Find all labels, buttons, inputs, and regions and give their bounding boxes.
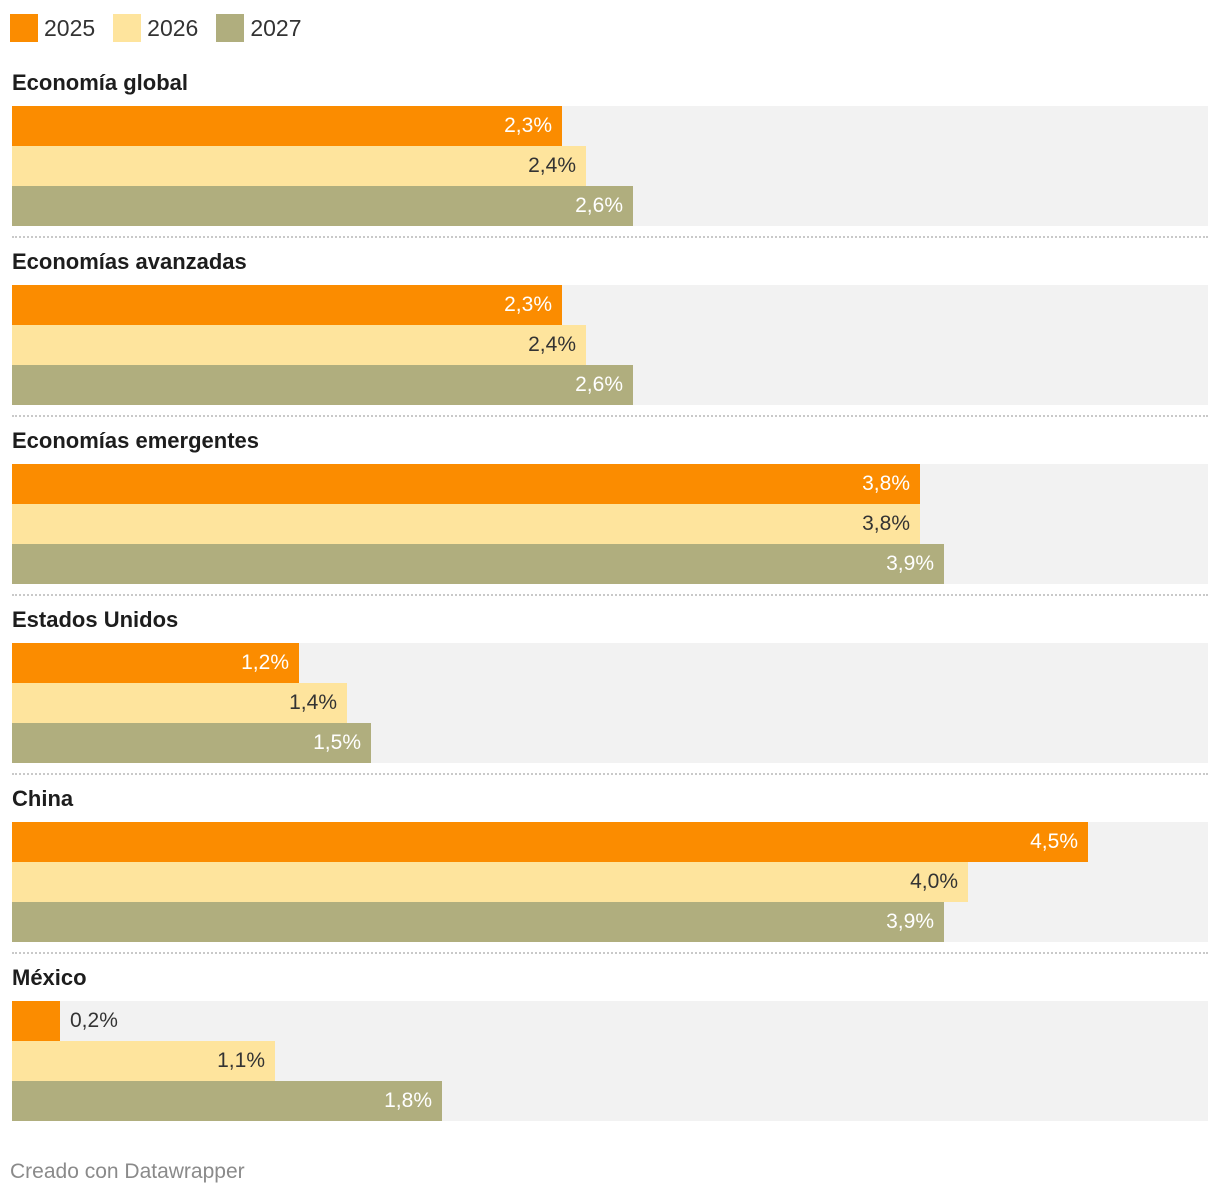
bar-2025 [12, 285, 562, 325]
bar-value-label: 1,2% [241, 651, 289, 674]
bar-2027 [12, 365, 633, 405]
bar-track: 2,3% [12, 106, 1208, 146]
legend-label-2026: 2026 [147, 14, 199, 41]
group-title: Economías avanzadas [12, 249, 247, 274]
bar-track: 1,4% [12, 683, 1208, 723]
bar-value-label: 2,3% [504, 293, 552, 316]
legend-label-2027: 2027 [250, 14, 302, 41]
bar-track: 1,1% [12, 1041, 1208, 1081]
bar-value-label: 2,6% [575, 373, 623, 396]
legend-item-2027: 2027 [216, 14, 302, 42]
bar-track: 3,8% [12, 464, 1208, 504]
bar-2025 [12, 643, 299, 683]
bar-value-label: 3,9% [886, 910, 934, 933]
bar-track: 2,4% [12, 325, 1208, 365]
bar-2025 [12, 1001, 60, 1041]
bar-value-label: 1,1% [217, 1049, 265, 1072]
bar-track: 4,0% [12, 862, 1208, 902]
bar-track: 4,5% [12, 822, 1208, 862]
bar-2026 [12, 146, 586, 186]
legend-label-2025: 2025 [44, 14, 96, 41]
group-title: Economía global [12, 70, 189, 95]
bar-2026 [12, 1041, 275, 1081]
group-title: Estados Unidos [12, 607, 179, 632]
group-title: México [12, 965, 87, 990]
legend-item-2025: 2025 [10, 14, 95, 42]
bar-value-label: 4,5% [1030, 830, 1078, 853]
bar-2026 [12, 683, 347, 723]
bar-2027 [12, 1081, 442, 1121]
bar-value-label: 3,8% [862, 512, 910, 535]
bar-value-label: 2,4% [528, 154, 576, 177]
legend-swatch-2026 [113, 14, 142, 42]
bar-value-label: 2,6% [575, 194, 623, 217]
bar-track: 2,3% [12, 285, 1208, 325]
group-title: Economías emergentes [12, 428, 259, 453]
group-separator [12, 773, 1208, 775]
bar-track: 1,8% [12, 1081, 1208, 1121]
bar-value-label: 2,3% [504, 114, 552, 137]
group-separator [12, 415, 1208, 417]
bar-track: 2,4% [12, 146, 1208, 186]
bar-2027 [12, 544, 944, 584]
bar-value-label: 0,2% [70, 1009, 118, 1032]
bar-2027 [12, 186, 633, 226]
group-separator [12, 594, 1208, 596]
legend-swatch-2027 [216, 14, 245, 42]
bar-2026 [12, 504, 920, 544]
bar-track: 3,8% [12, 504, 1208, 544]
group-title: China [12, 786, 74, 811]
bar-2025 [12, 822, 1088, 862]
bar-track: 3,9% [12, 902, 1208, 942]
bar-value-label: 4,0% [910, 870, 958, 893]
bar-value-label: 1,8% [384, 1089, 432, 1112]
bar-2027 [12, 723, 371, 763]
legend: 2025 2026 2027 [10, 13, 320, 43]
bar-track: 0,2% [12, 1001, 1208, 1041]
bar-track: 2,6% [12, 186, 1208, 226]
group-separator [12, 236, 1208, 238]
bar-2026 [12, 325, 586, 365]
bar-track: 1,5% [12, 723, 1208, 763]
legend-swatch-2025 [10, 14, 38, 42]
credit-text: Creado con Datawrapper [10, 1160, 245, 1183]
bar-track: 3,9% [12, 544, 1208, 584]
bar-2026 [12, 862, 968, 902]
chart-area: Economía global 2,3% 2,4% 2,6% Economías ava… [12, 70, 1208, 1121]
legend-item-2026: 2026 [113, 14, 198, 42]
bar-2025 [12, 106, 562, 146]
bar-2027 [12, 902, 944, 942]
bar-value-label: 1,5% [313, 731, 361, 754]
bar-track: 1,2% [12, 643, 1208, 683]
bar-value-label: 2,4% [528, 333, 576, 356]
bar-track: 2,6% [12, 365, 1208, 405]
group-separator [12, 952, 1208, 954]
bar-value-label: 3,8% [862, 472, 910, 495]
bar-2025 [12, 464, 920, 504]
bar-value-label: 1,4% [289, 691, 337, 714]
bar-value-label: 3,9% [886, 552, 934, 575]
